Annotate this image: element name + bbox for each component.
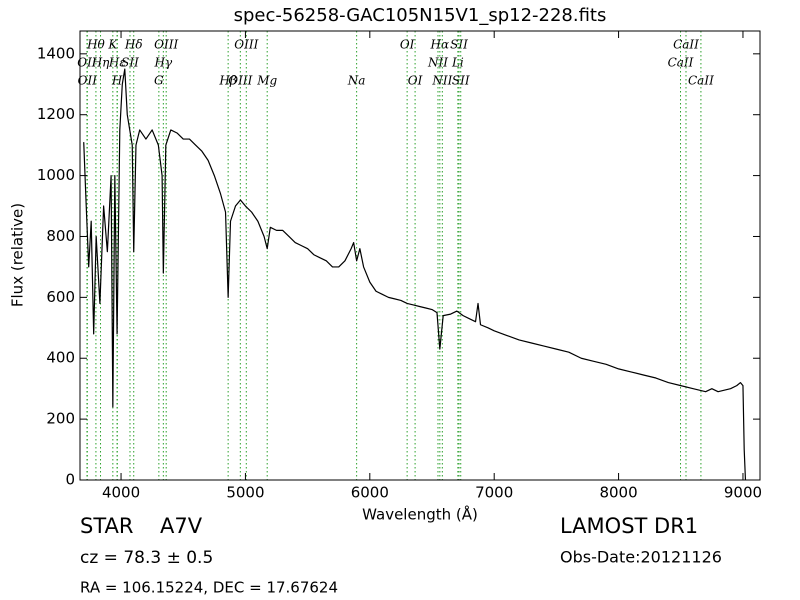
survey: LAMOST DR1 bbox=[560, 514, 698, 538]
y-tick-label: 1400 bbox=[37, 44, 75, 62]
spectral-line-label: OII bbox=[77, 56, 97, 70]
x-tick-label: 8000 bbox=[599, 484, 637, 502]
spectral-line-label: Hβ bbox=[218, 74, 236, 88]
spectral-line-label: OI bbox=[400, 38, 415, 52]
spectral-line-label: K bbox=[107, 38, 118, 52]
spectral-line-label: SII bbox=[121, 56, 139, 70]
spectral-line-label: Hγ bbox=[154, 56, 173, 70]
spectral-line-label: NII bbox=[431, 74, 452, 88]
spectral-line-label: Hθ bbox=[86, 38, 105, 52]
spectral-line-label: OII bbox=[78, 74, 98, 88]
spectral-line-label: CaII bbox=[668, 56, 694, 70]
spectral-line-label: SII bbox=[450, 38, 468, 52]
spectral-line-label: H bbox=[111, 74, 123, 88]
y-tick-label: 400 bbox=[46, 349, 75, 367]
y-tick-label: 200 bbox=[46, 410, 75, 428]
spectral-line-label: CaII bbox=[673, 38, 699, 52]
x-tick-label: 6000 bbox=[351, 484, 389, 502]
spectral-line-label: Mg bbox=[256, 74, 277, 88]
spectral-line-label: Hα bbox=[430, 38, 450, 52]
x-tick-label: 9000 bbox=[724, 484, 762, 502]
spectral-line-label: Li bbox=[451, 56, 464, 70]
redshift: cz = 78.3 ± 0.5 bbox=[80, 548, 213, 568]
y-tick-label: 1200 bbox=[37, 105, 75, 123]
y-tick-label: 0 bbox=[65, 471, 75, 489]
y-tick-label: 800 bbox=[46, 227, 75, 245]
object-class: STAR bbox=[80, 514, 133, 538]
obs-date: Obs-Date:20121126 bbox=[560, 548, 722, 567]
spectral-line-label: G bbox=[154, 74, 164, 88]
spectral-line-label: SII bbox=[452, 74, 470, 88]
x-axis-label: Wavelength (Å) bbox=[362, 505, 478, 524]
y-axis-label: Flux (relative) bbox=[9, 203, 27, 307]
coordinates: RA = 106.15224, DEC = 17.67624 bbox=[80, 579, 338, 597]
x-tick-label: 7000 bbox=[475, 484, 513, 502]
spectral-line-label: OIII bbox=[234, 38, 258, 52]
spectral-line-label: Hη bbox=[91, 56, 110, 70]
spectral-line-label: OIII bbox=[228, 74, 252, 88]
spectral-line-label: Hε bbox=[108, 56, 126, 70]
y-tick-label: 600 bbox=[46, 288, 75, 306]
spectral-line-label: CaII bbox=[688, 74, 714, 88]
spectral-line-label: OI bbox=[408, 74, 423, 88]
y-tick-label: 1000 bbox=[37, 166, 75, 184]
plot-frame bbox=[79, 30, 761, 481]
spectrum-line bbox=[83, 68, 747, 481]
spectral-line-label: OIII bbox=[154, 38, 178, 52]
spectral-line-label: Hδ bbox=[124, 38, 143, 52]
x-tick-label: 5000 bbox=[226, 484, 264, 502]
x-tick-label: 4000 bbox=[102, 484, 140, 502]
chart-title: spec-56258-GAC105N15V1_sp12-228.fits bbox=[234, 5, 607, 26]
spectral-line-label: NII bbox=[427, 56, 448, 70]
subclass: A7V bbox=[160, 514, 203, 538]
spectral-line-label: Na bbox=[347, 74, 366, 88]
